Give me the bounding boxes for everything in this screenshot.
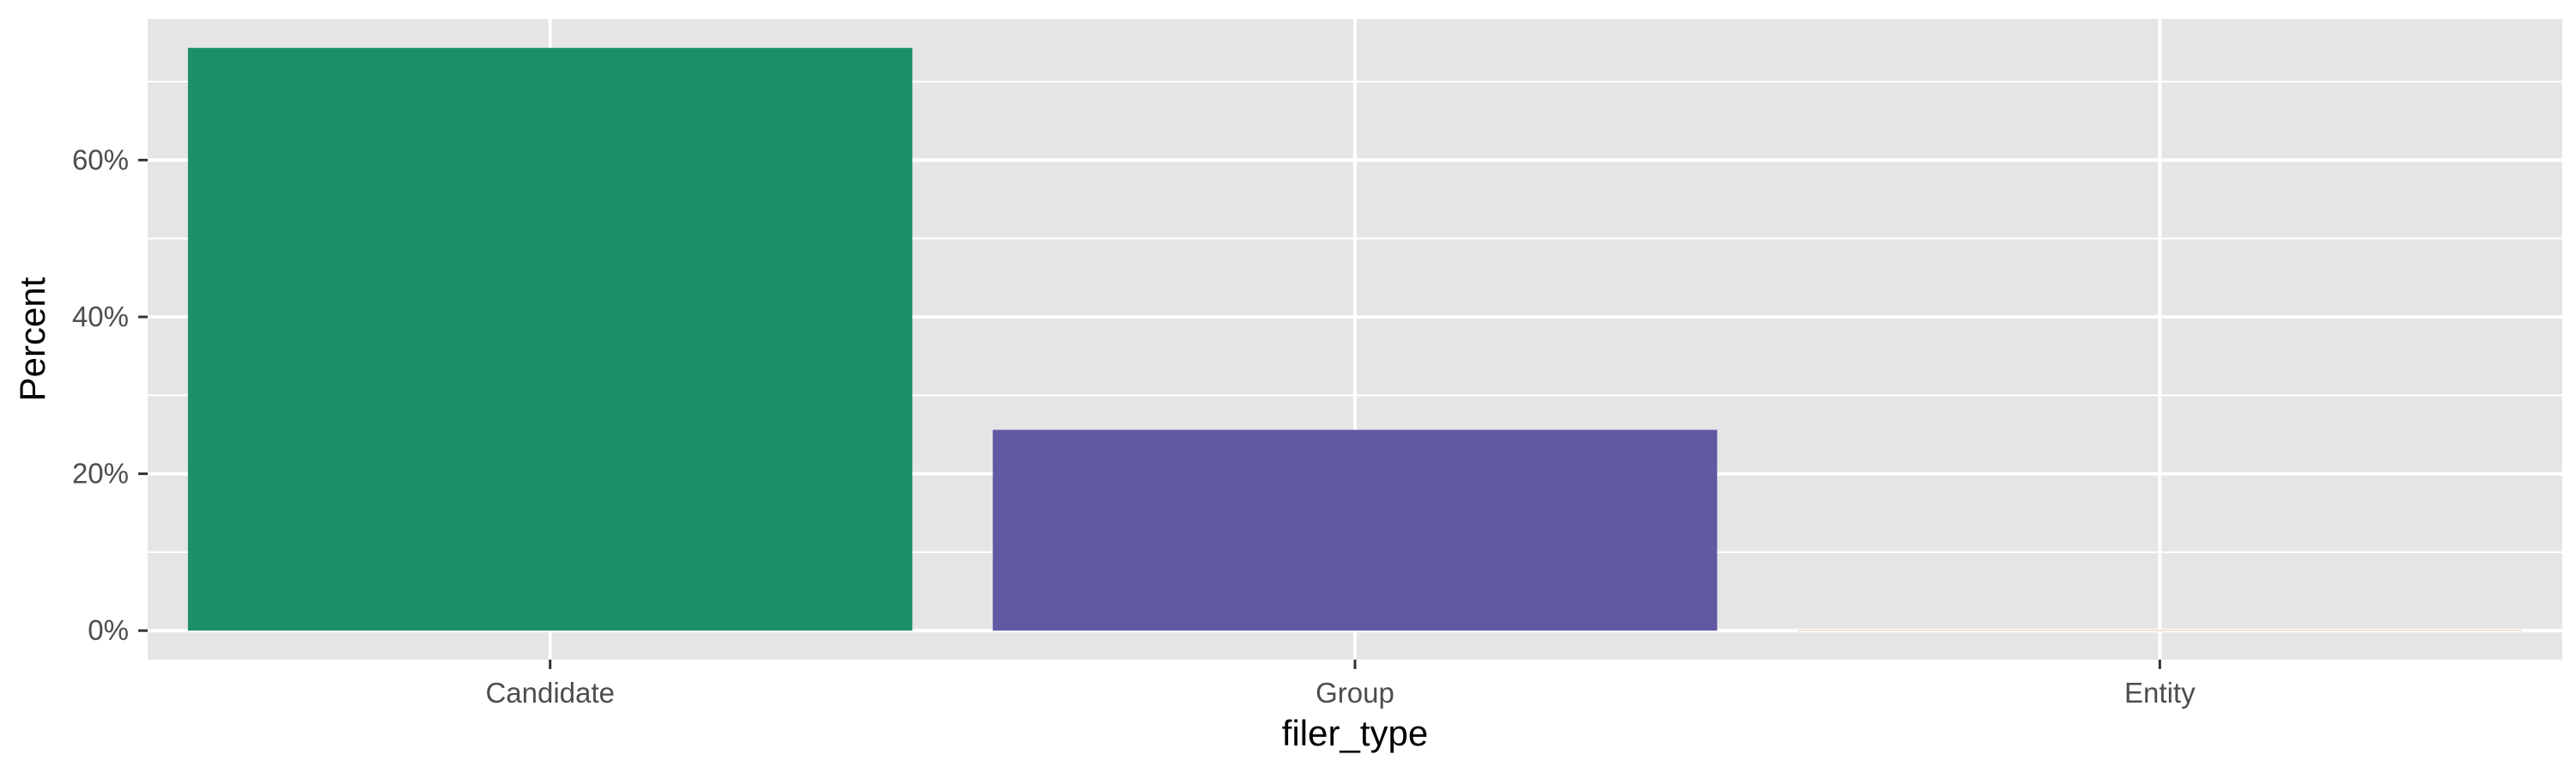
x-axis-title: filer_type [1282,713,1428,753]
x-tick-label: Group [1315,677,1394,709]
y-tick-label: 40% [72,301,129,332]
bars [187,47,2523,631]
bar-candidate [187,47,913,631]
y-axis: 0% 20% 40% 60% [72,143,148,646]
x-tick-label: Entity [2124,677,2196,709]
x-tick-label: Candidate [485,677,614,709]
y-tick-label: 60% [72,143,129,175]
y-axis-title: Percent [12,277,52,401]
y-tick-label: 20% [72,458,129,490]
bar-group [993,429,1717,631]
y-tick-label: 0% [88,614,129,646]
x-axis: Candidate Group Entity [485,660,2196,709]
